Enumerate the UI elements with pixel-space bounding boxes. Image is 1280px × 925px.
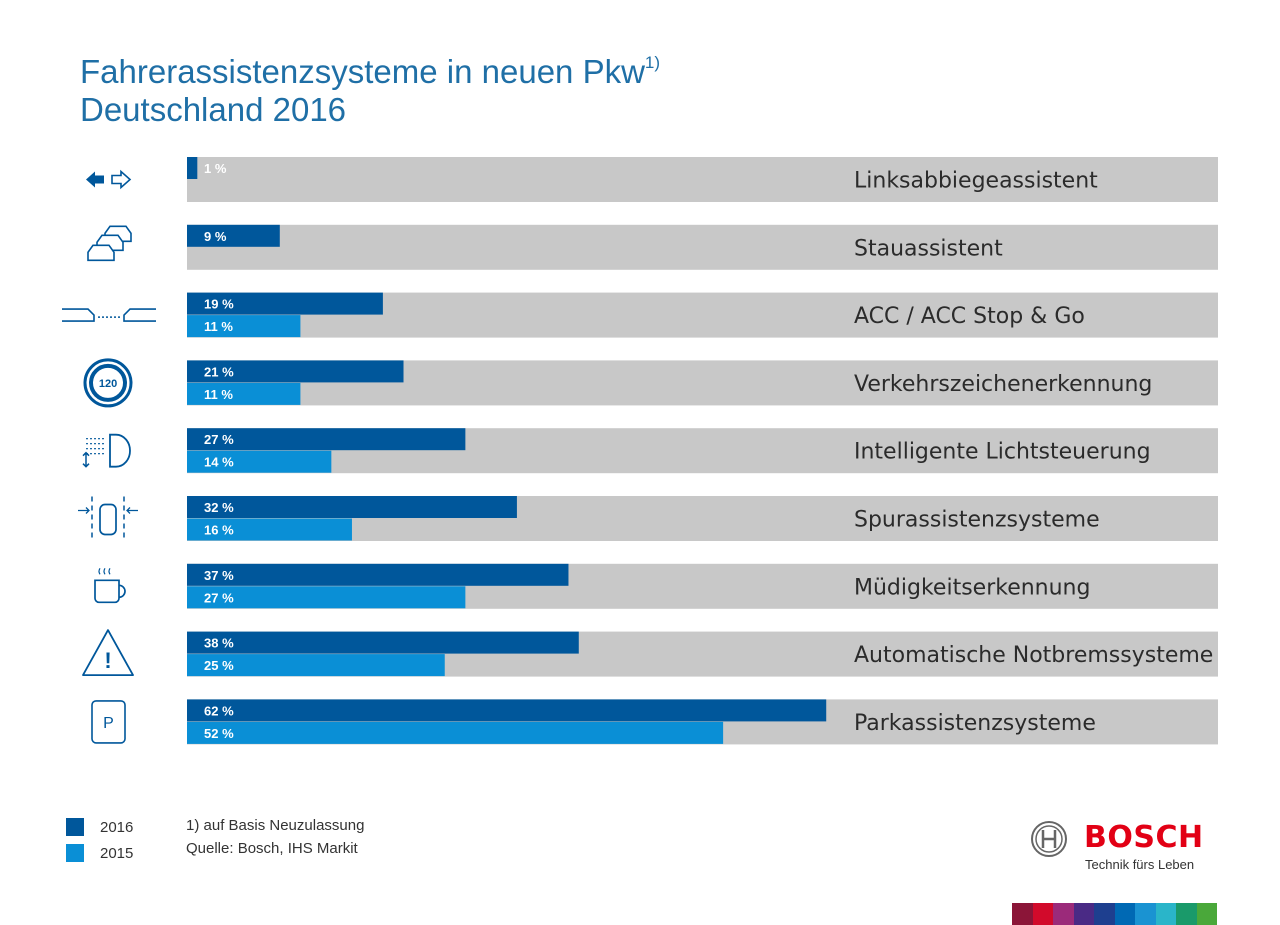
brand-name: BOSCH [1084,820,1204,855]
bar-value-label-2015: 11 % [204,387,233,402]
bar-value-label-2016: 1 % [204,161,227,176]
bar-value-label-2015: 16 % [204,523,234,538]
bosch-emblem-icon [1031,821,1067,857]
bar-2015 [187,586,466,609]
legend-item-2015: 2015 [66,840,133,866]
bar-value-label-2016: 19 % [204,297,234,312]
bar-2016 [187,631,579,654]
bar-value-label-2015: 11 % [204,319,233,334]
category-label: Parkassistenzsysteme [854,711,1096,736]
category-label: Linksabbiegeassistent [854,169,1098,194]
warning-triangle-icon: ! [82,629,134,676]
bar-2015 [187,450,332,473]
acc-distance-icon [62,308,156,322]
headlight-icon [82,433,131,468]
bar-value-label-2016: 9 % [204,229,227,244]
parking-sign-icon: P [91,700,126,744]
legend-item-2016: 2016 [66,814,133,840]
bar-2016 [187,496,517,518]
traffic-jam-cars-icon [87,225,132,262]
svg-text:P: P [103,715,114,732]
bar-2016 [187,224,280,247]
stripe-segment [1053,903,1074,925]
bar-2015 [187,315,301,338]
legend-label-2015: 2015 [100,844,134,862]
svg-text:!: ! [104,648,111,673]
turn-arrows-icon [86,169,132,190]
bar-2016 [187,428,466,451]
bar-2015 [187,721,724,744]
bosch-logo: BOSCH Technik fürs Leben [1030,820,1210,876]
bar-2016 [187,157,198,179]
stripe-segment [1114,903,1135,925]
footnote: 1) auf Basis Neuzulassung Quelle: Bosch,… [186,814,364,860]
legend-label-2016: 2016 [100,818,134,836]
bar-value-label-2016: 21 % [204,364,234,379]
stripe-segment [1032,903,1053,925]
bar-2016 [187,292,383,315]
legend-swatch-2015 [66,844,84,862]
brand-tagline: Technik fürs Leben [1085,857,1195,872]
stripe-segment [1094,903,1115,925]
bar-2015 [187,518,352,541]
chart-title: Fahrerassistenzsysteme in neuen Pkw1) De… [80,44,660,129]
bar-value-label-2016: 38 % [204,636,234,651]
legend-swatch-2016 [66,818,84,836]
title-line-2: Deutschland 2016 [80,91,347,128]
category-label: Verkehrszeichenerkennung [854,372,1152,397]
bar-2015 [187,382,301,405]
bar-2016 [187,563,569,586]
category-label: Spurassistenzsysteme [854,508,1100,533]
stripe-segment [1196,903,1217,925]
bar-value-label-2015: 27 % [204,590,234,605]
category-label: Intelligente Lichtsteuerung [854,440,1151,465]
bar-2016 [187,360,404,383]
stripe-segment [1012,903,1033,925]
bar-value-label-2015: 14 % [204,455,234,470]
bar-2015 [187,654,445,677]
title-line-1: Fahrerassistenzsysteme in neuen Pkw [80,53,645,90]
category-label: Automatische Notbremssysteme [854,643,1213,668]
bar-track [187,157,1218,202]
stripe-segment [1135,903,1156,925]
lane-keeping-icon [78,496,138,541]
bar-track [187,224,1218,270]
category-label: ACC / ACC Stop & Go [854,304,1085,329]
bar-2016 [187,699,827,722]
footnote-basis: 1) auf Basis Neuzulassung [186,817,365,834]
coffee-cup-icon [94,567,126,604]
stripe-segment [1155,903,1176,925]
speed-sign-120-icon: 120 [83,358,133,408]
brand-color-stripe [1012,903,1217,925]
footnote-source: Quelle: Bosch, IHS Markit [186,840,358,857]
bar-value-label-2016: 37 % [204,568,234,583]
bar-value-label-2016: 32 % [204,500,234,515]
bar-value-label-2016: 27 % [204,432,234,447]
bar-value-label-2015: 25 % [204,658,234,673]
category-label: Müdigkeitserkennung [854,575,1090,600]
bar-value-label-2016: 62 % [204,703,234,718]
stripe-segment [1176,903,1197,925]
stripe-segment [1073,903,1094,925]
category-label: Stauassistent [854,236,1003,261]
legend: 2016 2015 [66,814,133,866]
svg-text:120: 120 [99,378,117,390]
title-footnote-mark: 1) [644,53,661,72]
bar-value-label-2015: 52 % [204,726,234,741]
